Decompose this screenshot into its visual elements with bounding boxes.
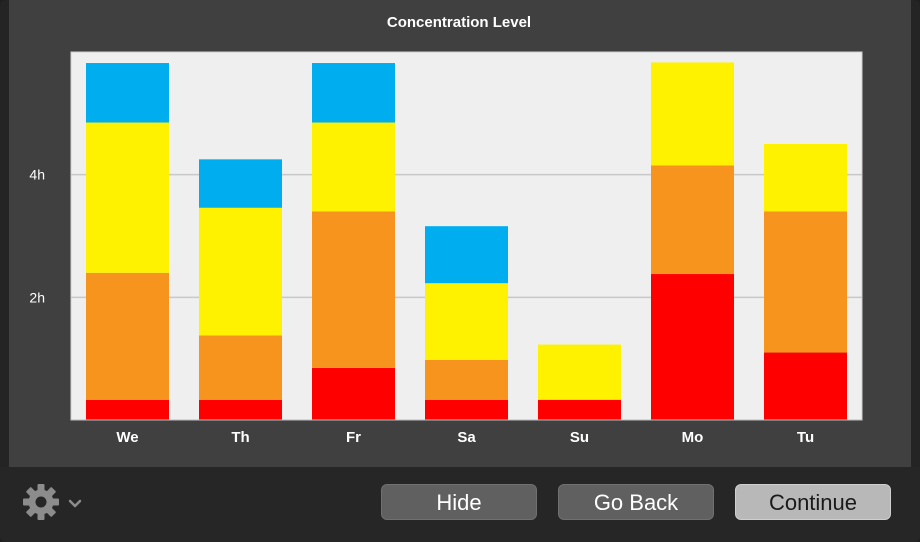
concentration-chart: 2h 4h We Th Fr Sa Su Mo Tu — [29, 51, 863, 446]
bar-Sa-segment-0 — [425, 399, 508, 420]
bar-Tu-segment-2 — [764, 144, 847, 212]
bar-Th-segment-2 — [199, 207, 282, 336]
y-tick-label-0: 2h — [29, 289, 45, 305]
bar-Mo-segment-0 — [651, 274, 734, 420]
bar-Su-segment-2 — [538, 344, 621, 400]
bar-Sa-segment-3 — [425, 226, 508, 284]
bar-We-segment-2 — [86, 122, 169, 273]
y-tick-label-1: 4h — [29, 167, 45, 183]
bar-Fr-segment-0 — [312, 367, 395, 420]
bar-We-segment-0 — [86, 399, 169, 420]
chart-title: Concentration Level — [386, 14, 532, 31]
bar-Th-segment-1 — [199, 335, 282, 400]
settings-menu[interactable] — [22, 484, 92, 520]
bar-Fr-segment-3 — [312, 63, 395, 123]
go-back-button[interactable]: Go Back — [558, 484, 714, 520]
x-tick-label-Sa: Sa — [457, 429, 476, 446]
bar-Mo-segment-2 — [651, 62, 734, 166]
x-tick-label-Mo: Mo — [682, 429, 704, 446]
continue-button[interactable]: Continue — [735, 484, 891, 520]
bar-Fr-segment-2 — [312, 122, 395, 212]
bar-Sa-segment-1 — [425, 359, 508, 400]
bar-Tu-segment-0 — [764, 352, 847, 420]
bar-Mo-segment-1 — [651, 165, 734, 275]
x-tick-label-We: We — [116, 429, 138, 446]
x-tick-label-Tu: Tu — [797, 429, 814, 446]
bar-Fr-segment-1 — [312, 211, 395, 368]
bar-Su-segment-0 — [538, 399, 621, 420]
hide-button[interactable]: Hide — [381, 484, 537, 520]
bar-We-segment-1 — [86, 272, 169, 400]
bar-We-segment-3 — [86, 63, 169, 123]
bar-Th-segment-0 — [199, 399, 282, 420]
gear-icon — [23, 484, 59, 520]
bar-Sa-segment-2 — [425, 283, 508, 360]
bar-Tu-segment-1 — [764, 211, 847, 353]
x-tick-label-Th: Th — [231, 429, 249, 446]
chevron-down-icon — [68, 499, 82, 508]
bar-Th-segment-3 — [199, 159, 282, 208]
x-tick-label-Su: Su — [570, 429, 589, 446]
x-tick-label-Fr: Fr — [346, 429, 361, 446]
